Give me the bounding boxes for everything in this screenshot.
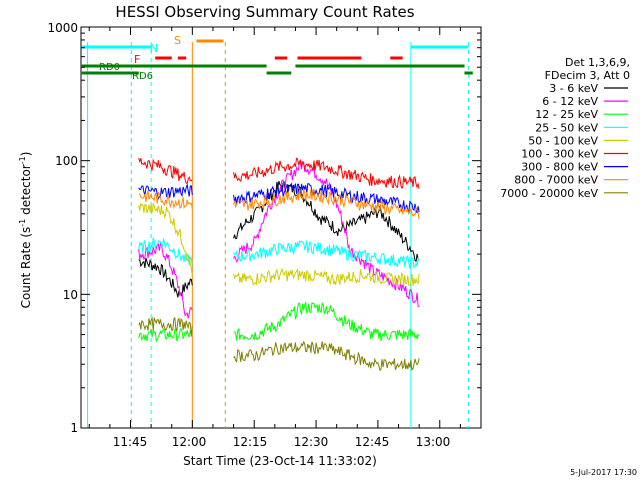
y-tick-label-10: 10: [63, 288, 78, 302]
series-line-3: [138, 236, 420, 269]
x-tick-label-1200: 12:00: [172, 435, 207, 449]
series-line-2: [138, 301, 420, 343]
footer-date: 5-Jul-2017 17:30: [570, 468, 637, 477]
legend-label-3: 25 - 50 keV: [535, 121, 598, 134]
x-tick-label-1245: 12:45: [355, 435, 390, 449]
legend-label-4: 50 - 100 keV: [528, 134, 598, 147]
x-tick-label-1145: 11:45: [113, 435, 148, 449]
legend: Det 1,3,6,9, FDecim 3, Att 0 3 - 6 keV6 …: [500, 56, 630, 200]
y-axis-label: Count Rate (s-1 detector-1): [18, 152, 33, 309]
legend-label-0: 3 - 6 keV: [549, 82, 598, 95]
chart-title: HESSI Observing Summary Count Rates: [115, 3, 414, 21]
series-line-1: [138, 160, 420, 319]
legend-label-8: 7000 - 20000 keV: [500, 187, 598, 200]
legend-label-5: 100 - 300 keV: [521, 148, 598, 161]
flag-bars: [81, 39, 473, 75]
series-line-7: [138, 188, 420, 220]
legend-label-6: 300 - 800 keV: [521, 161, 598, 174]
series-layer: [138, 157, 420, 372]
y-tick-label-1000: 1000: [47, 21, 78, 35]
flag-label-f: F: [134, 53, 140, 66]
plot-frame: [80, 26, 482, 429]
x-axis-label: Start Time (23-Oct-14 11:33:02): [183, 454, 377, 468]
series-line-4: [138, 202, 420, 287]
axis-ticks: [81, 27, 482, 429]
flag-label-n: N: [150, 42, 158, 55]
legend-header-1: Det 1,3,6,9,: [565, 56, 630, 69]
x-tick-label-1300: 13:00: [416, 435, 451, 449]
series-line-5: [138, 157, 420, 189]
legend-label-1: 6 - 12 keV: [542, 95, 598, 108]
series-line-0: [138, 180, 420, 298]
x-tick-label-1230: 12:30: [294, 435, 329, 449]
mode-boundary-lines: [87, 42, 470, 428]
flag-label-rd6: RD6: [132, 71, 153, 82]
y-tick-label-1: 1: [70, 421, 78, 435]
legend-header-2: FDecim 3, Att 0: [545, 69, 630, 82]
series-line-8: [138, 316, 420, 372]
legend-label-7: 800 - 7000 keV: [514, 174, 598, 187]
legend-label-2: 12 - 25 keV: [535, 108, 598, 121]
flag-label-s: S: [174, 34, 181, 47]
flag-label-rd0: RD0: [99, 62, 120, 73]
y-tick-label-100: 100: [55, 154, 78, 168]
x-tick-label-1215: 12:15: [233, 435, 268, 449]
